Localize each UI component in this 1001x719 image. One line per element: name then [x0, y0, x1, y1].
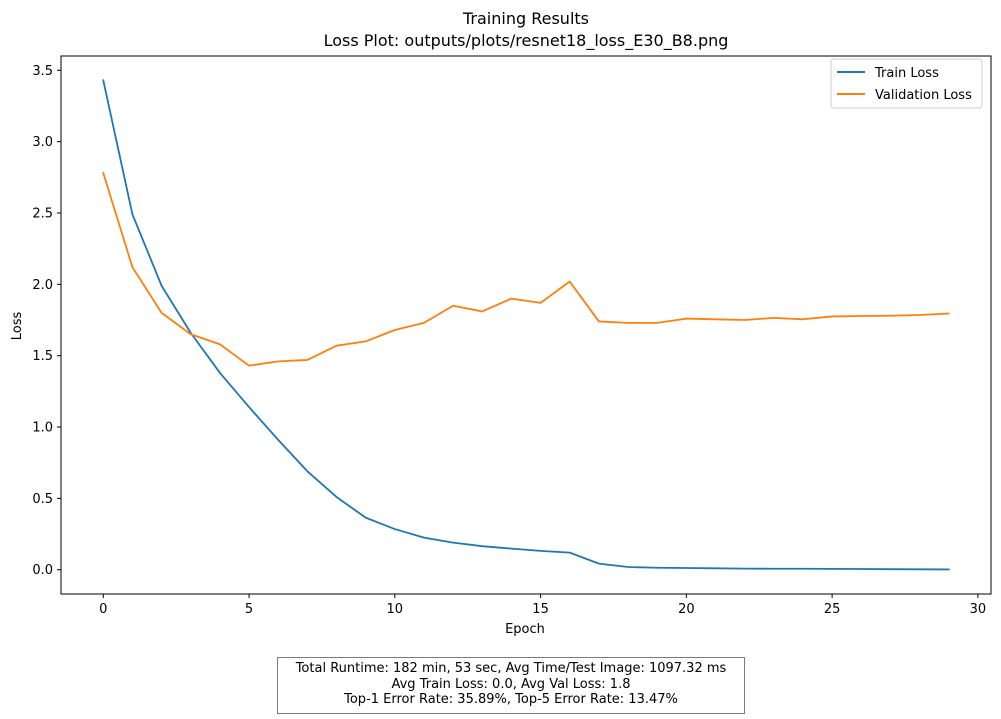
summary-avg-loss: Avg Train Loss: 0.0, Avg Val Loss: 1.8 — [391, 676, 631, 692]
legend: Train Loss Validation Loss — [830, 58, 983, 109]
plot-frame — [60, 55, 992, 595]
legend-frame — [830, 58, 983, 109]
y-tick-label: 1.5 — [32, 349, 53, 364]
x-tick-label: 25 — [824, 602, 841, 617]
series-line-train-loss — [102, 79, 950, 571]
x-tick-label: 20 — [678, 602, 695, 617]
chart-subtitle: Loss Plot: outputs/plots/resnet18_loss_E… — [324, 31, 729, 51]
x-tick-label: 10 — [387, 602, 404, 617]
plot-area: 0 5 10 15 20 25 30 0.0 0.5 1.0 1.5 2.0 2.5 3.0 3.5 — [32, 55, 992, 617]
y-tick-label: 2.5 — [32, 206, 53, 221]
summary-error-rate: Top-1 Error Rate: 35.89%, Top-5 Error Ra… — [344, 692, 678, 707]
loss-chart: Training Results Loss Plot: outputs/plot… — [10, 9, 992, 637]
x-tick-label: 15 — [532, 602, 549, 617]
y-tick-label: 3.0 — [32, 135, 53, 150]
y-tick-label: 2.0 — [32, 278, 53, 293]
summary-box: Total Runtime: 182 min, 53 sec, Avg Time… — [277, 657, 745, 714]
y-axis-label: Loss — [10, 312, 25, 341]
x-tick-label: 0 — [99, 602, 107, 617]
summary-runtime: Total Runtime: 182 min, 53 sec, Avg Time… — [295, 661, 727, 676]
legend-label-validation-loss: Validation Loss — [875, 88, 972, 103]
y-tick-label: 3.5 — [32, 64, 53, 79]
series-line-validation-loss — [102, 171, 950, 367]
chart-title: Training Results — [462, 9, 589, 28]
x-axis-label: Epoch — [505, 622, 545, 637]
y-tick-label: 0.0 — [32, 563, 53, 578]
x-tick-label: 30 — [970, 602, 987, 617]
y-tick-label: 1.0 — [32, 421, 53, 436]
legend-label-train-loss: Train Loss — [874, 66, 939, 81]
x-tick-label: 5 — [245, 602, 253, 617]
y-tick-label: 0.5 — [32, 492, 53, 507]
